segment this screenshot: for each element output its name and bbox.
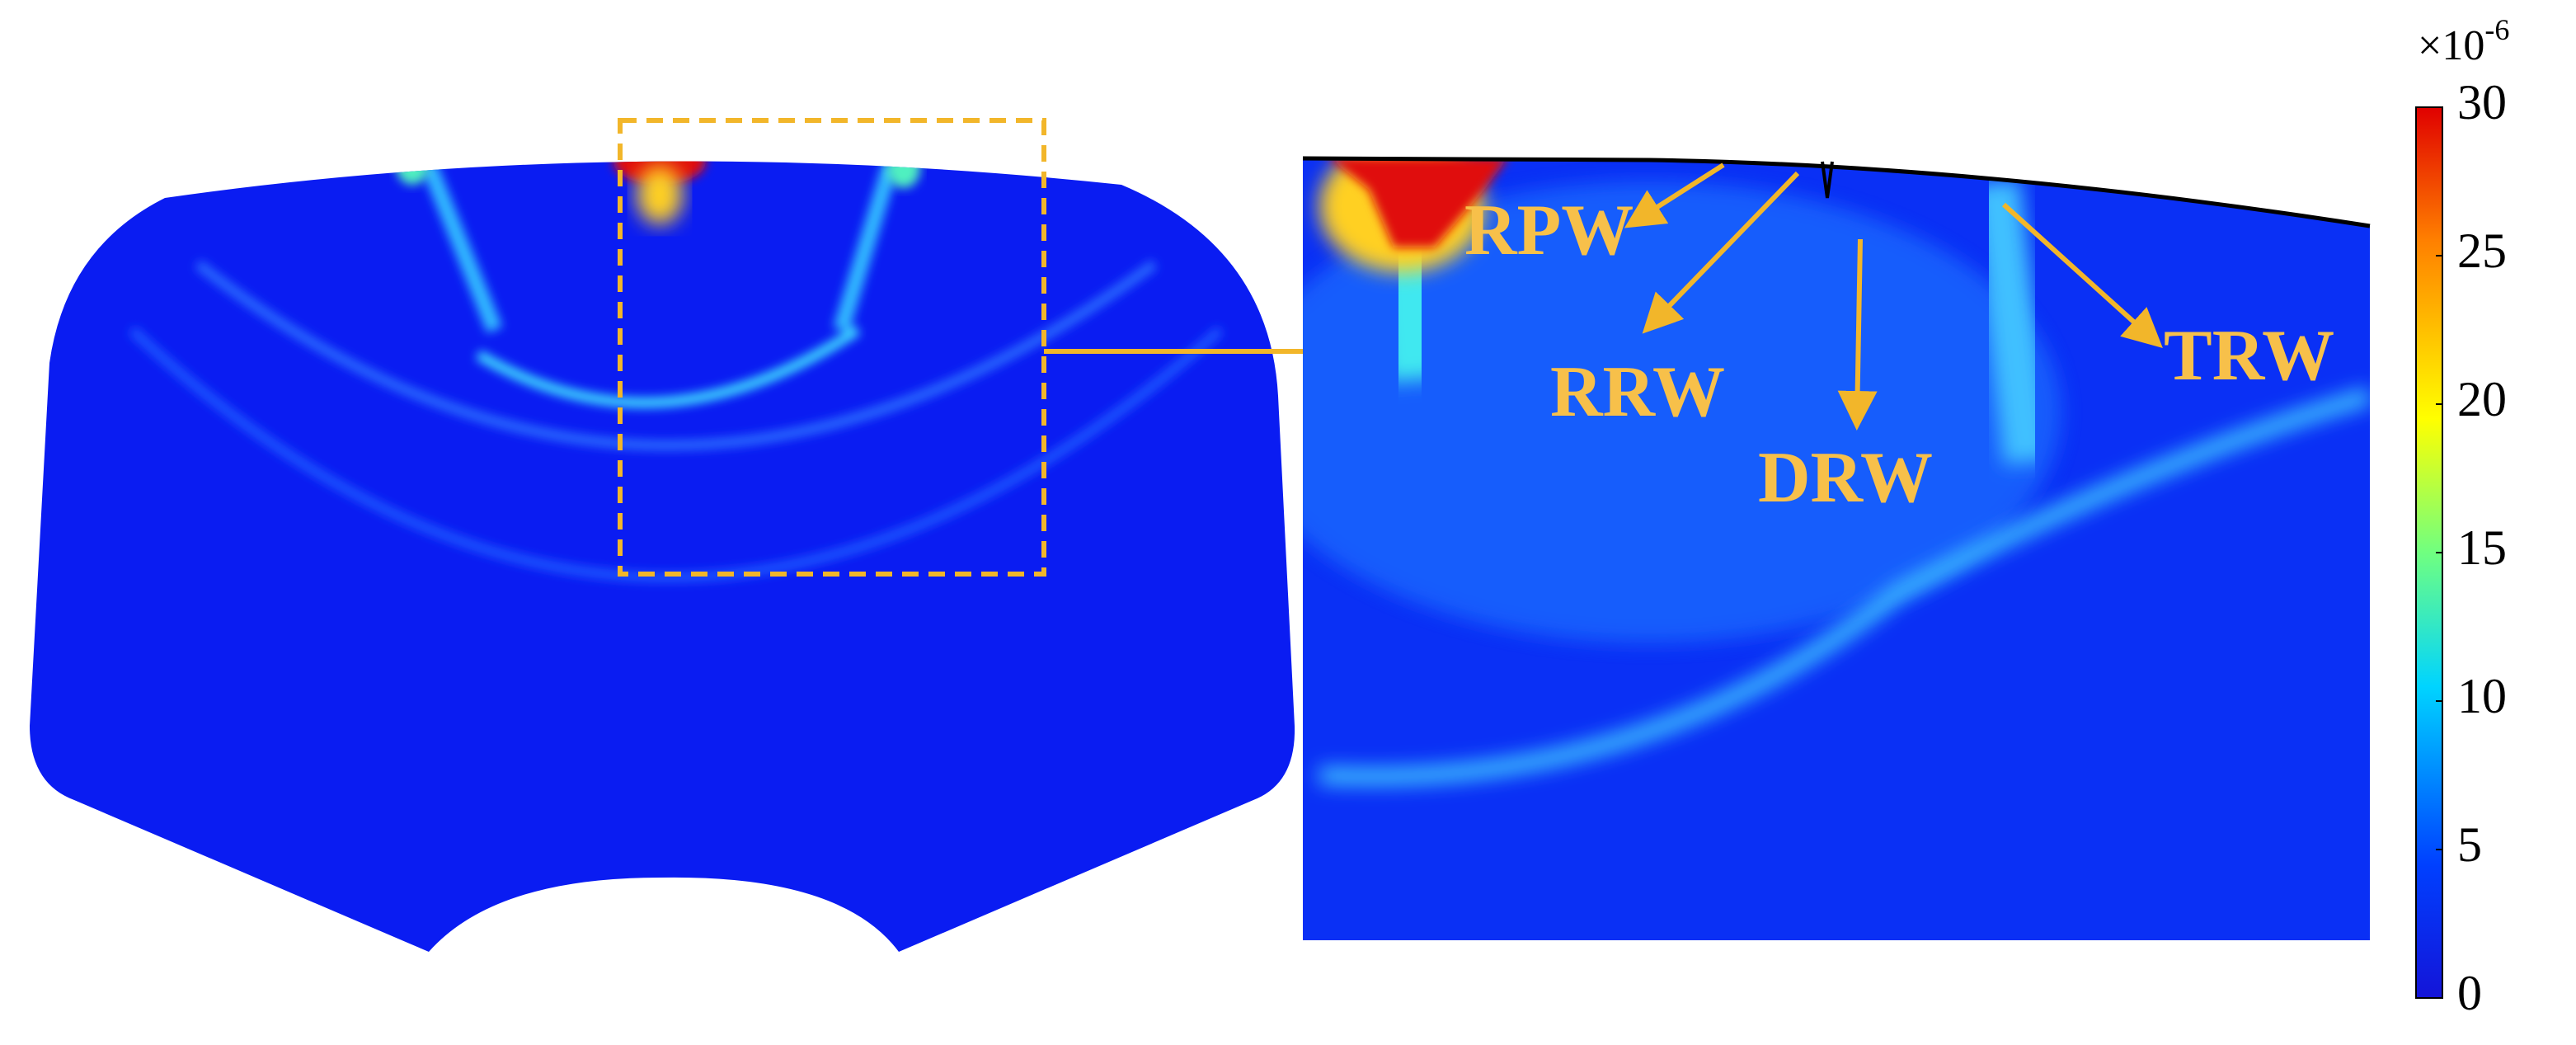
- colorbar-ticks: 0 5 10 15 20 25 30: [2436, 75, 2507, 1020]
- annotation-arrow: [1624, 162, 1725, 228]
- wave-label: RRW: [1550, 352, 1725, 432]
- tick-label: 25: [2457, 224, 2507, 278]
- tick-label: 10: [2457, 669, 2507, 723]
- tick-label: 5: [2457, 817, 2482, 872]
- tick-label: 0: [2457, 966, 2482, 1020]
- surface-line: [1302, 156, 2371, 228]
- zoom-panel: [1303, 158, 2370, 940]
- tick-label: 30: [2457, 75, 2507, 129]
- tick-label: 20: [2457, 372, 2507, 426]
- multiplier-exponent: -6: [2484, 13, 2509, 46]
- tick-label: 15: [2457, 520, 2507, 575]
- annotation-arrow: [1837, 238, 1878, 431]
- rail-section: [30, 161, 1295, 953]
- wave-label: DRW: [1758, 438, 1933, 518]
- wave-label: RPW: [1464, 191, 1634, 271]
- colorbar-multiplier: ×10-6: [2418, 13, 2509, 69]
- wave-label: TRW: [2164, 316, 2334, 396]
- annotation-arrow: [1642, 171, 1800, 334]
- crack: [1821, 161, 1834, 199]
- zoom-box: [618, 118, 1046, 577]
- multiplier-base: ×10: [2418, 22, 2484, 69]
- annotation-arrow: [2001, 202, 2163, 349]
